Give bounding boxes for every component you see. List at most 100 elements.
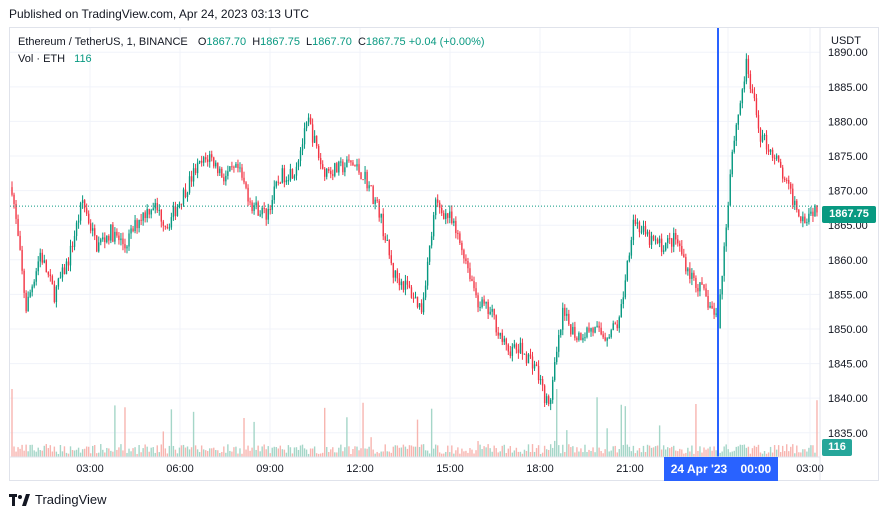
volume-bar — [515, 447, 518, 457]
candle-body — [527, 354, 530, 364]
volume-bar — [326, 446, 328, 457]
volume-bar — [495, 448, 497, 457]
low-label: L — [306, 36, 313, 48]
volume-bar — [749, 453, 752, 457]
volume-bar — [806, 451, 808, 457]
candle-body — [481, 299, 483, 307]
price-scale-currency[interactable]: USDT — [831, 35, 861, 47]
volume-bar — [576, 447, 578, 457]
volume-bar — [693, 453, 695, 457]
volume-bar — [340, 444, 342, 457]
candle-body — [414, 296, 417, 299]
candle-body — [43, 260, 45, 263]
volume-bar — [194, 445, 197, 457]
candle-body — [170, 217, 173, 228]
candle-body — [265, 208, 267, 220]
candle-body — [451, 211, 453, 224]
candle-body — [418, 303, 421, 308]
candle-body — [769, 149, 772, 152]
candle-body — [188, 176, 191, 193]
volume-bar — [687, 447, 689, 457]
volume-bar — [775, 449, 778, 457]
candle-body — [461, 242, 463, 251]
volume-bar — [705, 449, 707, 457]
volume-bar — [196, 449, 199, 457]
volume-bar — [445, 451, 447, 457]
candle-body — [814, 205, 816, 217]
candle-body — [685, 257, 687, 272]
x-tick-label: 15:00 — [436, 463, 464, 475]
volume-bar — [79, 452, 82, 457]
candle-body — [517, 349, 520, 353]
candle-body — [572, 326, 574, 335]
candle-body — [570, 324, 572, 335]
volume-bar — [414, 446, 417, 457]
x-tick-label: 03:00 — [796, 463, 824, 475]
volume-bar — [624, 406, 627, 457]
volume-bar — [128, 448, 130, 457]
volume-bar — [560, 453, 562, 457]
volume-bar — [642, 445, 645, 457]
volume-bar — [493, 445, 495, 457]
candle-body — [190, 176, 193, 182]
candle-body — [287, 180, 290, 182]
candle-body — [598, 325, 600, 328]
candle-body — [221, 168, 223, 178]
ohlc-legend-row: Ethereum / TetherUS, 1, BINANCE O1867.70… — [18, 35, 485, 52]
volume-bar — [523, 449, 526, 457]
volume-bar — [786, 444, 788, 457]
volume-bar — [297, 449, 300, 457]
volume-label[interactable]: Vol · ETH — [18, 53, 66, 65]
candle-body — [102, 237, 104, 240]
candle-body — [85, 208, 88, 214]
candle-body — [790, 183, 792, 189]
candle-body — [33, 281, 35, 287]
volume-bar — [816, 400, 818, 457]
candle-body — [19, 235, 21, 250]
candle-body — [319, 157, 322, 165]
volume-bar — [709, 446, 711, 457]
volume-bar — [184, 447, 187, 457]
volume-bar — [788, 451, 790, 457]
candle-body — [812, 211, 814, 217]
candle-body — [124, 244, 126, 249]
candle-body — [249, 201, 251, 203]
candle-body — [233, 166, 235, 168]
candle-body — [116, 231, 118, 236]
volume-bar — [681, 449, 683, 457]
volume-bar — [507, 448, 510, 457]
tradingview-brand[interactable]: TradingView — [9, 492, 107, 507]
price-chart[interactable]: 1835.00 1840.00 1845.00 1850.00 1855.00 1860.… — [9, 27, 879, 481]
candle-body — [802, 216, 804, 222]
volume-bar — [543, 445, 546, 457]
volume-bar — [578, 451, 580, 457]
volume-bar — [186, 446, 189, 457]
candle-body — [608, 337, 610, 339]
volume-bar — [467, 452, 469, 457]
volume-bar — [812, 445, 814, 457]
candle-body — [763, 134, 766, 136]
candle-body — [136, 220, 138, 229]
volume-bar — [610, 450, 612, 457]
candle-body — [366, 171, 368, 189]
volume-bar — [539, 453, 542, 457]
candle-body — [681, 246, 683, 255]
candle-body — [388, 239, 390, 256]
symbol-name[interactable]: Ethereum / TetherUS, 1, BINANCE — [18, 36, 188, 48]
volume-bar — [158, 452, 160, 457]
candle-body — [495, 315, 497, 333]
volume-bar — [434, 444, 437, 457]
candle-body — [182, 189, 185, 205]
candle-body — [271, 199, 273, 210]
volume-bar — [346, 417, 348, 457]
volume-bar — [116, 449, 118, 457]
candle-body — [160, 209, 162, 222]
candle-body — [283, 168, 286, 183]
volume-bar — [283, 449, 286, 457]
volume-bar — [336, 452, 338, 457]
volume-bar — [81, 449, 84, 457]
volume-bar — [390, 452, 392, 457]
candle-body — [11, 187, 13, 195]
candle-body — [247, 187, 249, 202]
candle-body — [705, 288, 707, 297]
